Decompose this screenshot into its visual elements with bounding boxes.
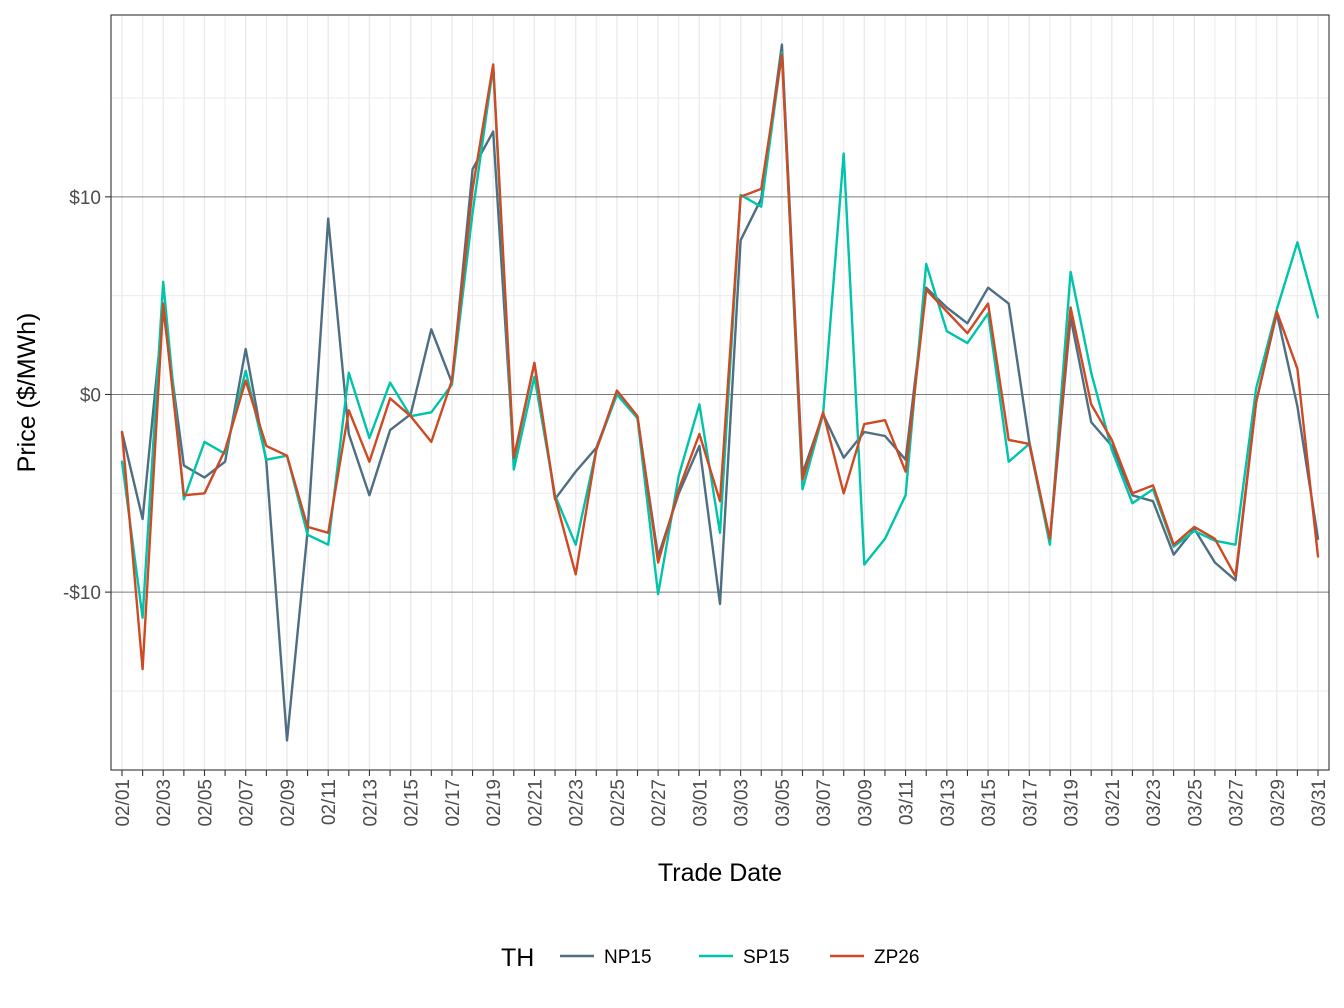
x-tick-label: 03/01 xyxy=(690,779,711,827)
x-tick-label: 02/19 xyxy=(484,779,505,827)
x-tick-label: 03/25 xyxy=(1185,779,1206,827)
series-line-np15 xyxy=(120,43,1320,742)
x-axis-title: Trade Date xyxy=(658,859,782,887)
series-line-sp15 xyxy=(120,51,1320,619)
major-gridlines xyxy=(111,15,1329,770)
x-tick-label: 03/19 xyxy=(1062,779,1083,827)
legend-item-np15: NP15 xyxy=(560,947,652,968)
x-axis: 02/01 02/03 02/05 02/07 02/09 02/11 02/13 02/15… xyxy=(113,770,1330,827)
x-tick-label: 03/05 xyxy=(773,779,794,827)
legend: TH NP15 SP15 ZP26 xyxy=(501,944,919,972)
x-tick-label: 02/09 xyxy=(278,779,299,827)
x-tick-label: 02/21 xyxy=(525,779,546,827)
x-tick-label: 03/11 xyxy=(897,779,918,825)
series-lines xyxy=(120,43,1320,742)
minor-gridlines xyxy=(111,15,1329,770)
x-tick-label: 02/07 xyxy=(237,779,258,827)
legend-title: TH xyxy=(501,944,534,972)
legend-label-zp26: ZP26 xyxy=(874,947,919,968)
x-tick-label: 02/03 xyxy=(154,779,175,827)
x-tick-label: 03/21 xyxy=(1103,779,1124,827)
legend-item-sp15: SP15 xyxy=(699,947,789,968)
x-tick-label: 02/27 xyxy=(649,779,670,827)
series-line-zp26 xyxy=(120,53,1320,671)
legend-label-sp15: SP15 xyxy=(743,947,789,968)
x-tick-label: 02/15 xyxy=(402,779,423,827)
x-tick-label: 02/11 xyxy=(319,779,340,825)
x-tick-label: 03/23 xyxy=(1144,779,1165,827)
x-tick-label: 02/05 xyxy=(195,779,216,827)
x-tick-label: 03/17 xyxy=(1020,779,1041,827)
x-tick-label: 02/23 xyxy=(567,779,588,827)
x-tick-label: 03/31 xyxy=(1309,779,1330,827)
y-tick-label: $0 xyxy=(80,385,101,406)
x-tick-label: 02/13 xyxy=(360,779,381,827)
x-tick-label: 03/27 xyxy=(1227,779,1248,827)
x-tick-label: 02/17 xyxy=(443,779,464,827)
x-tick-label: 02/25 xyxy=(608,779,629,827)
x-tick-label: 03/15 xyxy=(979,779,1000,827)
y-axis: -$10 $0 $10 xyxy=(63,188,111,604)
x-tick-label: 03/29 xyxy=(1268,779,1289,827)
x-tick-label: 03/03 xyxy=(732,779,753,827)
y-axis-title: Price ($/MWh) xyxy=(13,313,41,473)
x-tick-label: 02/01 xyxy=(113,779,134,827)
y-tick-label: $10 xyxy=(69,188,101,209)
x-tick-label: 03/07 xyxy=(814,779,835,827)
legend-label-np15: NP15 xyxy=(604,947,652,968)
legend-item-zp26: ZP26 xyxy=(830,947,919,968)
y-tick-label: -$10 xyxy=(63,583,101,604)
x-tick-label: 03/09 xyxy=(855,779,876,827)
x-tick-label: 03/13 xyxy=(938,779,959,827)
